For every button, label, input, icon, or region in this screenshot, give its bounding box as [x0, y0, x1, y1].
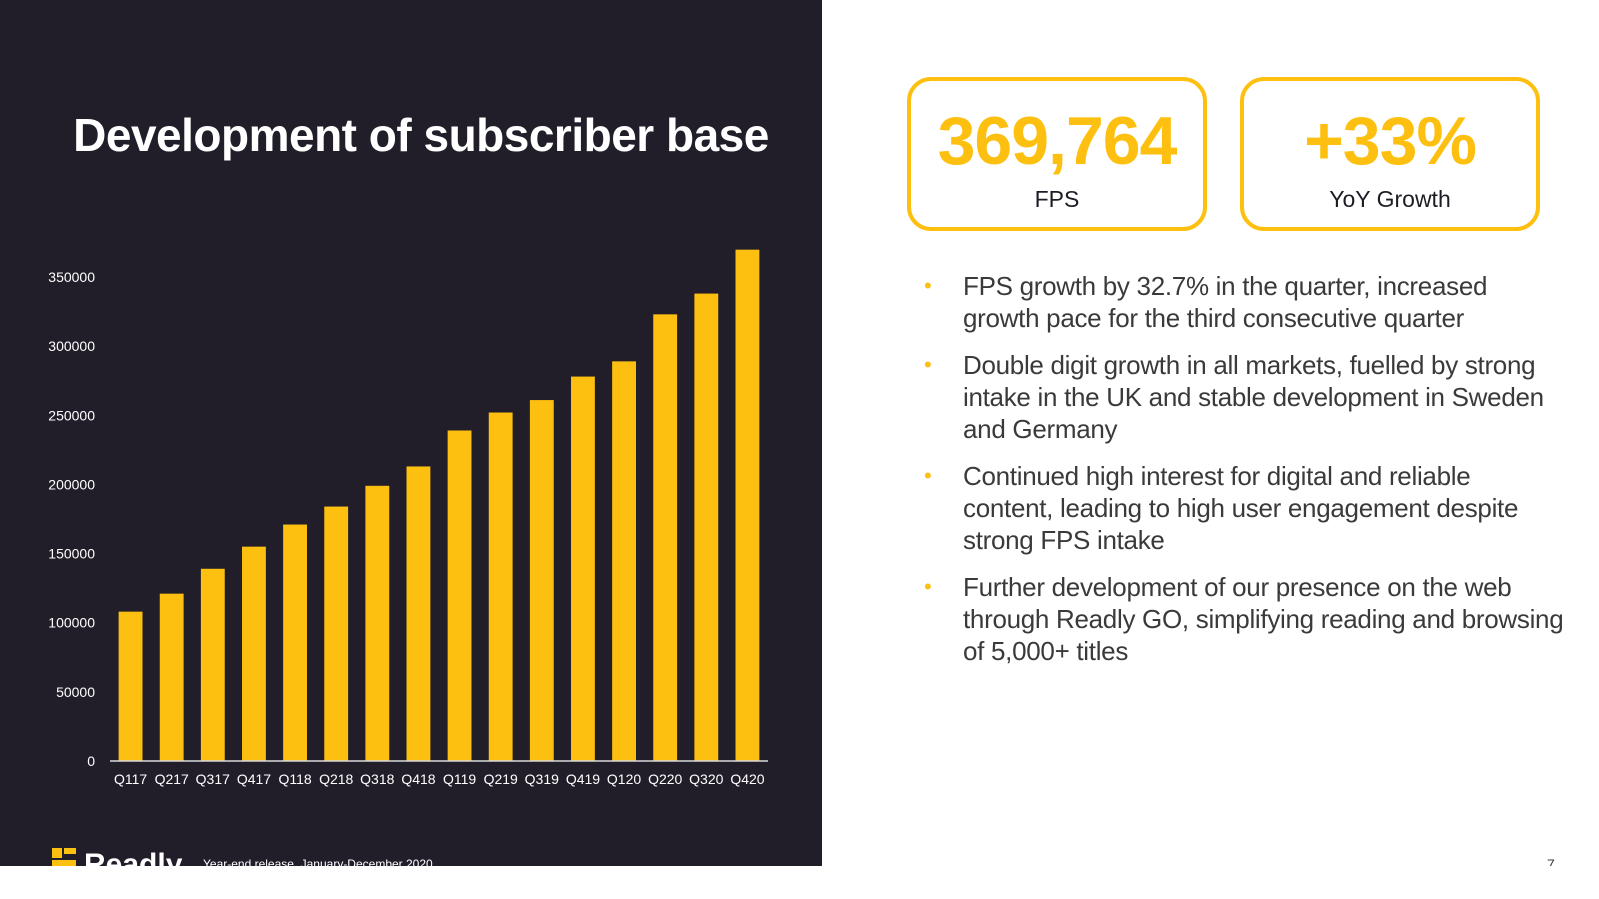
y-tick-label: 50000 — [56, 684, 95, 700]
bar-q318 — [365, 485, 390, 761]
x-axis: Q117 Q217 Q317 Q417 Q118 Q218 Q318 Q418 Q119 Q219… — [114, 771, 765, 787]
release-caption: Year-end release, January-December 2020 — [203, 857, 433, 866]
bullet-dot-icon: • — [924, 273, 932, 298]
bar-q120 — [612, 361, 636, 761]
bar-q418 — [406, 466, 431, 761]
x-tick-label: Q319 — [525, 771, 559, 787]
kpi-label: FPS — [1034, 186, 1080, 212]
bullet-item: • Double digit growth in all markets, fu… — [924, 349, 1564, 445]
bar-q417 — [242, 546, 266, 761]
bullet-text: Double digit growth in all markets, fuel… — [963, 350, 1544, 444]
y-tick-label: 250000 — [48, 407, 95, 423]
bar-q118 — [283, 524, 307, 761]
kpi-value: +33% — [1304, 103, 1477, 179]
bar-chart: 0 50000 100000 150000 200000 250000 300000 3500… — [48, 249, 768, 787]
bar-q119 — [447, 430, 472, 761]
x-tick-label: Q218 — [319, 771, 353, 787]
x-tick-label: Q118 — [278, 771, 311, 787]
bar-q319 — [529, 400, 554, 761]
x-tick-label: Q219 — [484, 771, 518, 787]
bullet-text: FPS growth by 32.7% in the quarter, incr… — [963, 271, 1488, 333]
y-tick-label: 300000 — [48, 338, 95, 354]
x-tick-label: Q417 — [237, 771, 271, 787]
bar-q320 — [694, 293, 719, 761]
bar-q219 — [488, 412, 513, 761]
bar-q117 — [118, 611, 143, 761]
bullet-item: • FPS growth by 32.7% in the quarter, in… — [924, 270, 1564, 334]
x-tick-label: Q119 — [443, 771, 476, 787]
bullet-text: Continued high interest for digital and … — [963, 461, 1519, 555]
y-tick-label: 100000 — [48, 615, 95, 631]
logo-text: Readly — [84, 848, 183, 866]
bars — [118, 249, 760, 762]
bar-q317 — [200, 568, 225, 761]
y-tick-label: 200000 — [48, 476, 95, 492]
x-tick-label: Q320 — [689, 771, 723, 787]
x-tick-label: Q220 — [648, 771, 682, 787]
bullet-item: • Further development of our presence on… — [924, 571, 1564, 667]
kpi-value: 369,764 — [937, 103, 1178, 179]
bullet-dot-icon: • — [924, 463, 932, 488]
bar-q220 — [653, 314, 678, 761]
x-tick-label: Q420 — [730, 771, 764, 787]
bullet-text: Further development of our presence on t… — [963, 572, 1564, 666]
bar-q419 — [571, 376, 595, 761]
y-axis: 0 50000 100000 150000 200000 250000 300000 3500… — [48, 269, 95, 769]
bullet-item: • Continued high interest for digital an… — [924, 460, 1564, 556]
bar-q217 — [159, 593, 184, 761]
y-tick-label: 0 — [87, 753, 95, 769]
page-number: 7 — [1547, 856, 1555, 866]
y-tick-label: 150000 — [48, 546, 95, 562]
bullet-dot-icon: • — [924, 574, 932, 599]
kpi-label: YoY Growth — [1329, 186, 1451, 212]
readly-logo-icon — [52, 848, 76, 866]
y-tick-label: 350000 — [48, 269, 95, 285]
x-tick-label: Q117 — [114, 771, 147, 787]
bar-q218 — [324, 506, 349, 761]
bar-q420 — [735, 249, 760, 762]
bullet-dot-icon: • — [924, 352, 932, 377]
x-tick-label: Q120 — [607, 771, 641, 787]
footer: Readly Year-end release, January-Decembe… — [52, 848, 792, 866]
chart-panel: Development of subscriber base 0 50000 100… — [0, 0, 822, 866]
x-tick-label: Q217 — [155, 771, 189, 787]
x-tick-label: Q419 — [566, 771, 600, 787]
bullet-list: • FPS growth by 32.7% in the quarter, in… — [924, 270, 1564, 682]
x-tick-label: Q318 — [360, 771, 394, 787]
x-tick-label: Q317 — [196, 771, 230, 787]
x-tick-label: Q418 — [401, 771, 435, 787]
kpi-card-fps: 369,764 FPS — [907, 77, 1207, 231]
kpi-card-yoy-growth: +33% YoY Growth — [1240, 77, 1540, 231]
chart-title: Development of subscriber base — [73, 109, 769, 161]
